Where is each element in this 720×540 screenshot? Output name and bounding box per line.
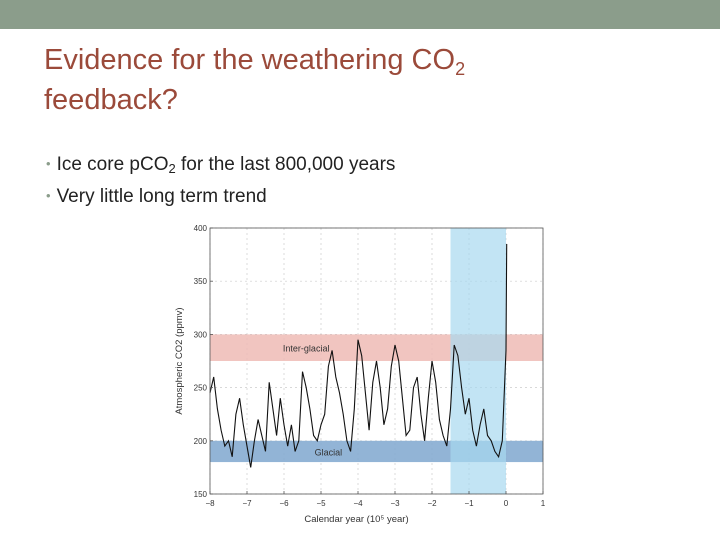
x-tick-label: −8 bbox=[205, 499, 215, 508]
bullet-list: • Ice core pCO2 for the last 800,000 year… bbox=[46, 148, 395, 212]
bullet-item: • Ice core pCO2 for the last 800,000 year… bbox=[46, 148, 395, 180]
x-tick-label: −2 bbox=[427, 499, 437, 508]
title-line1: Evidence for the weathering CO bbox=[44, 44, 456, 76]
y-tick-label: 350 bbox=[194, 277, 208, 286]
glacial-label: Glacial bbox=[315, 447, 343, 457]
x-tick-label: −5 bbox=[316, 499, 326, 508]
y-tick-label: 200 bbox=[194, 437, 208, 446]
bullet-subscript: 2 bbox=[168, 161, 176, 176]
title-subscript: 2 bbox=[455, 59, 466, 79]
co2-chart: Inter-glacial Glacial −8 −7 −6 −5 −4 −3 −2 −1 0 1 15… bbox=[174, 224, 546, 525]
bullet-item: • Very little long term trend bbox=[46, 180, 395, 212]
slide-title: Evidence for the weathering CO2 feedback? bbox=[44, 40, 684, 120]
y-tick-label: 400 bbox=[194, 224, 208, 233]
x-tick-label: 1 bbox=[541, 499, 546, 508]
y-tick-label: 250 bbox=[194, 384, 208, 393]
plot-frame bbox=[209, 227, 544, 495]
y-tick-label: 300 bbox=[194, 330, 208, 339]
bullet-text-rest: for the last 800,000 years bbox=[175, 154, 396, 175]
x-tick-label: −4 bbox=[353, 499, 363, 508]
x-tick-label: −3 bbox=[390, 499, 400, 508]
bullet-dot-icon: • bbox=[46, 156, 51, 171]
x-tick-label: −1 bbox=[464, 499, 474, 508]
bullet-text: Ice core pCO bbox=[56, 154, 169, 175]
recent-period-band bbox=[450, 228, 506, 494]
title-line2: feedback? bbox=[44, 84, 178, 116]
interglacial-label: Inter-glacial bbox=[283, 344, 330, 354]
x-tick-label: −6 bbox=[279, 499, 289, 508]
co2-series-line bbox=[209, 243, 508, 468]
y-tick-label: 150 bbox=[194, 490, 208, 499]
y-axis-label: Atmospheric CO2 (ppmv) bbox=[174, 307, 185, 414]
x-axis-label: Calendar year (10⁵ year) bbox=[304, 514, 408, 525]
x-tick-label: −7 bbox=[242, 499, 252, 508]
top-accent-bar bbox=[0, 0, 720, 29]
bullet-text: Very little long term trend bbox=[56, 186, 267, 207]
x-tick-label: 0 bbox=[504, 499, 509, 508]
bullet-dot-icon: • bbox=[46, 188, 51, 203]
